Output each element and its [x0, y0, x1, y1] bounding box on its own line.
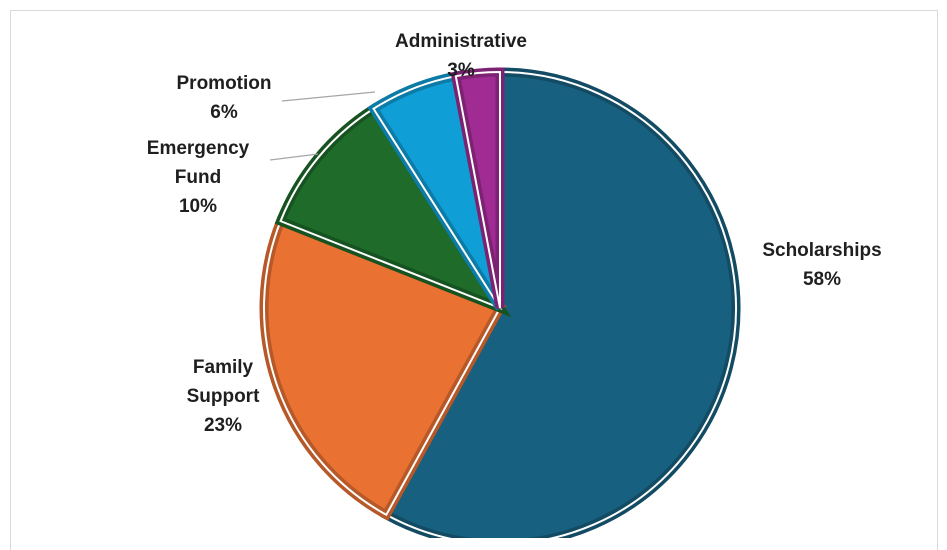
data-label-category: Promotion [177, 73, 272, 94]
leader-line [281, 91, 376, 102]
pie-slice-border [454, 70, 501, 309]
data-label-percent: 23% [204, 415, 242, 436]
data-label-percent: 58% [803, 269, 841, 290]
pie-chart: Scholarships 58% Family Support 23% Emergency… [147, 31, 882, 538]
leader-line [269, 153, 319, 161]
data-label-category: Scholarships [762, 240, 881, 261]
pie-slice-border [384, 70, 737, 538]
data-label-category: Administrative [395, 31, 527, 52]
data-label-category: Family [193, 357, 254, 378]
data-label-percent: 3% [447, 60, 475, 81]
pie-slice-border [279, 107, 503, 311]
data-label-category: Fund [175, 167, 221, 188]
data-label-category: Support [187, 386, 260, 407]
pie-slice-border [262, 219, 502, 517]
data-label-category: Emergency [147, 138, 250, 159]
data-label-percent: 10% [179, 196, 217, 217]
data-label-percent: 6% [210, 102, 238, 123]
